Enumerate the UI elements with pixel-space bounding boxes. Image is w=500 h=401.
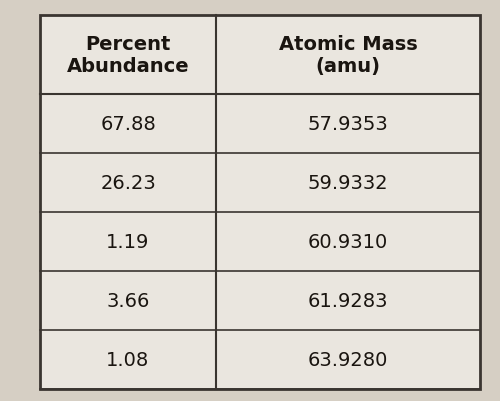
Text: 3.66: 3.66	[106, 291, 150, 310]
Text: 61.9283: 61.9283	[308, 291, 388, 310]
Text: Atomic Mass
(amu): Atomic Mass (amu)	[278, 35, 417, 76]
Text: 59.9332: 59.9332	[308, 173, 388, 192]
Text: Percent
Abundance: Percent Abundance	[66, 35, 190, 76]
Text: 57.9353: 57.9353	[308, 114, 388, 133]
Text: 26.23: 26.23	[100, 173, 156, 192]
Text: 67.88: 67.88	[100, 114, 156, 133]
Text: 60.9310: 60.9310	[308, 232, 388, 251]
Text: 63.9280: 63.9280	[308, 350, 388, 369]
Text: 1.19: 1.19	[106, 232, 150, 251]
Text: 1.08: 1.08	[106, 350, 150, 369]
